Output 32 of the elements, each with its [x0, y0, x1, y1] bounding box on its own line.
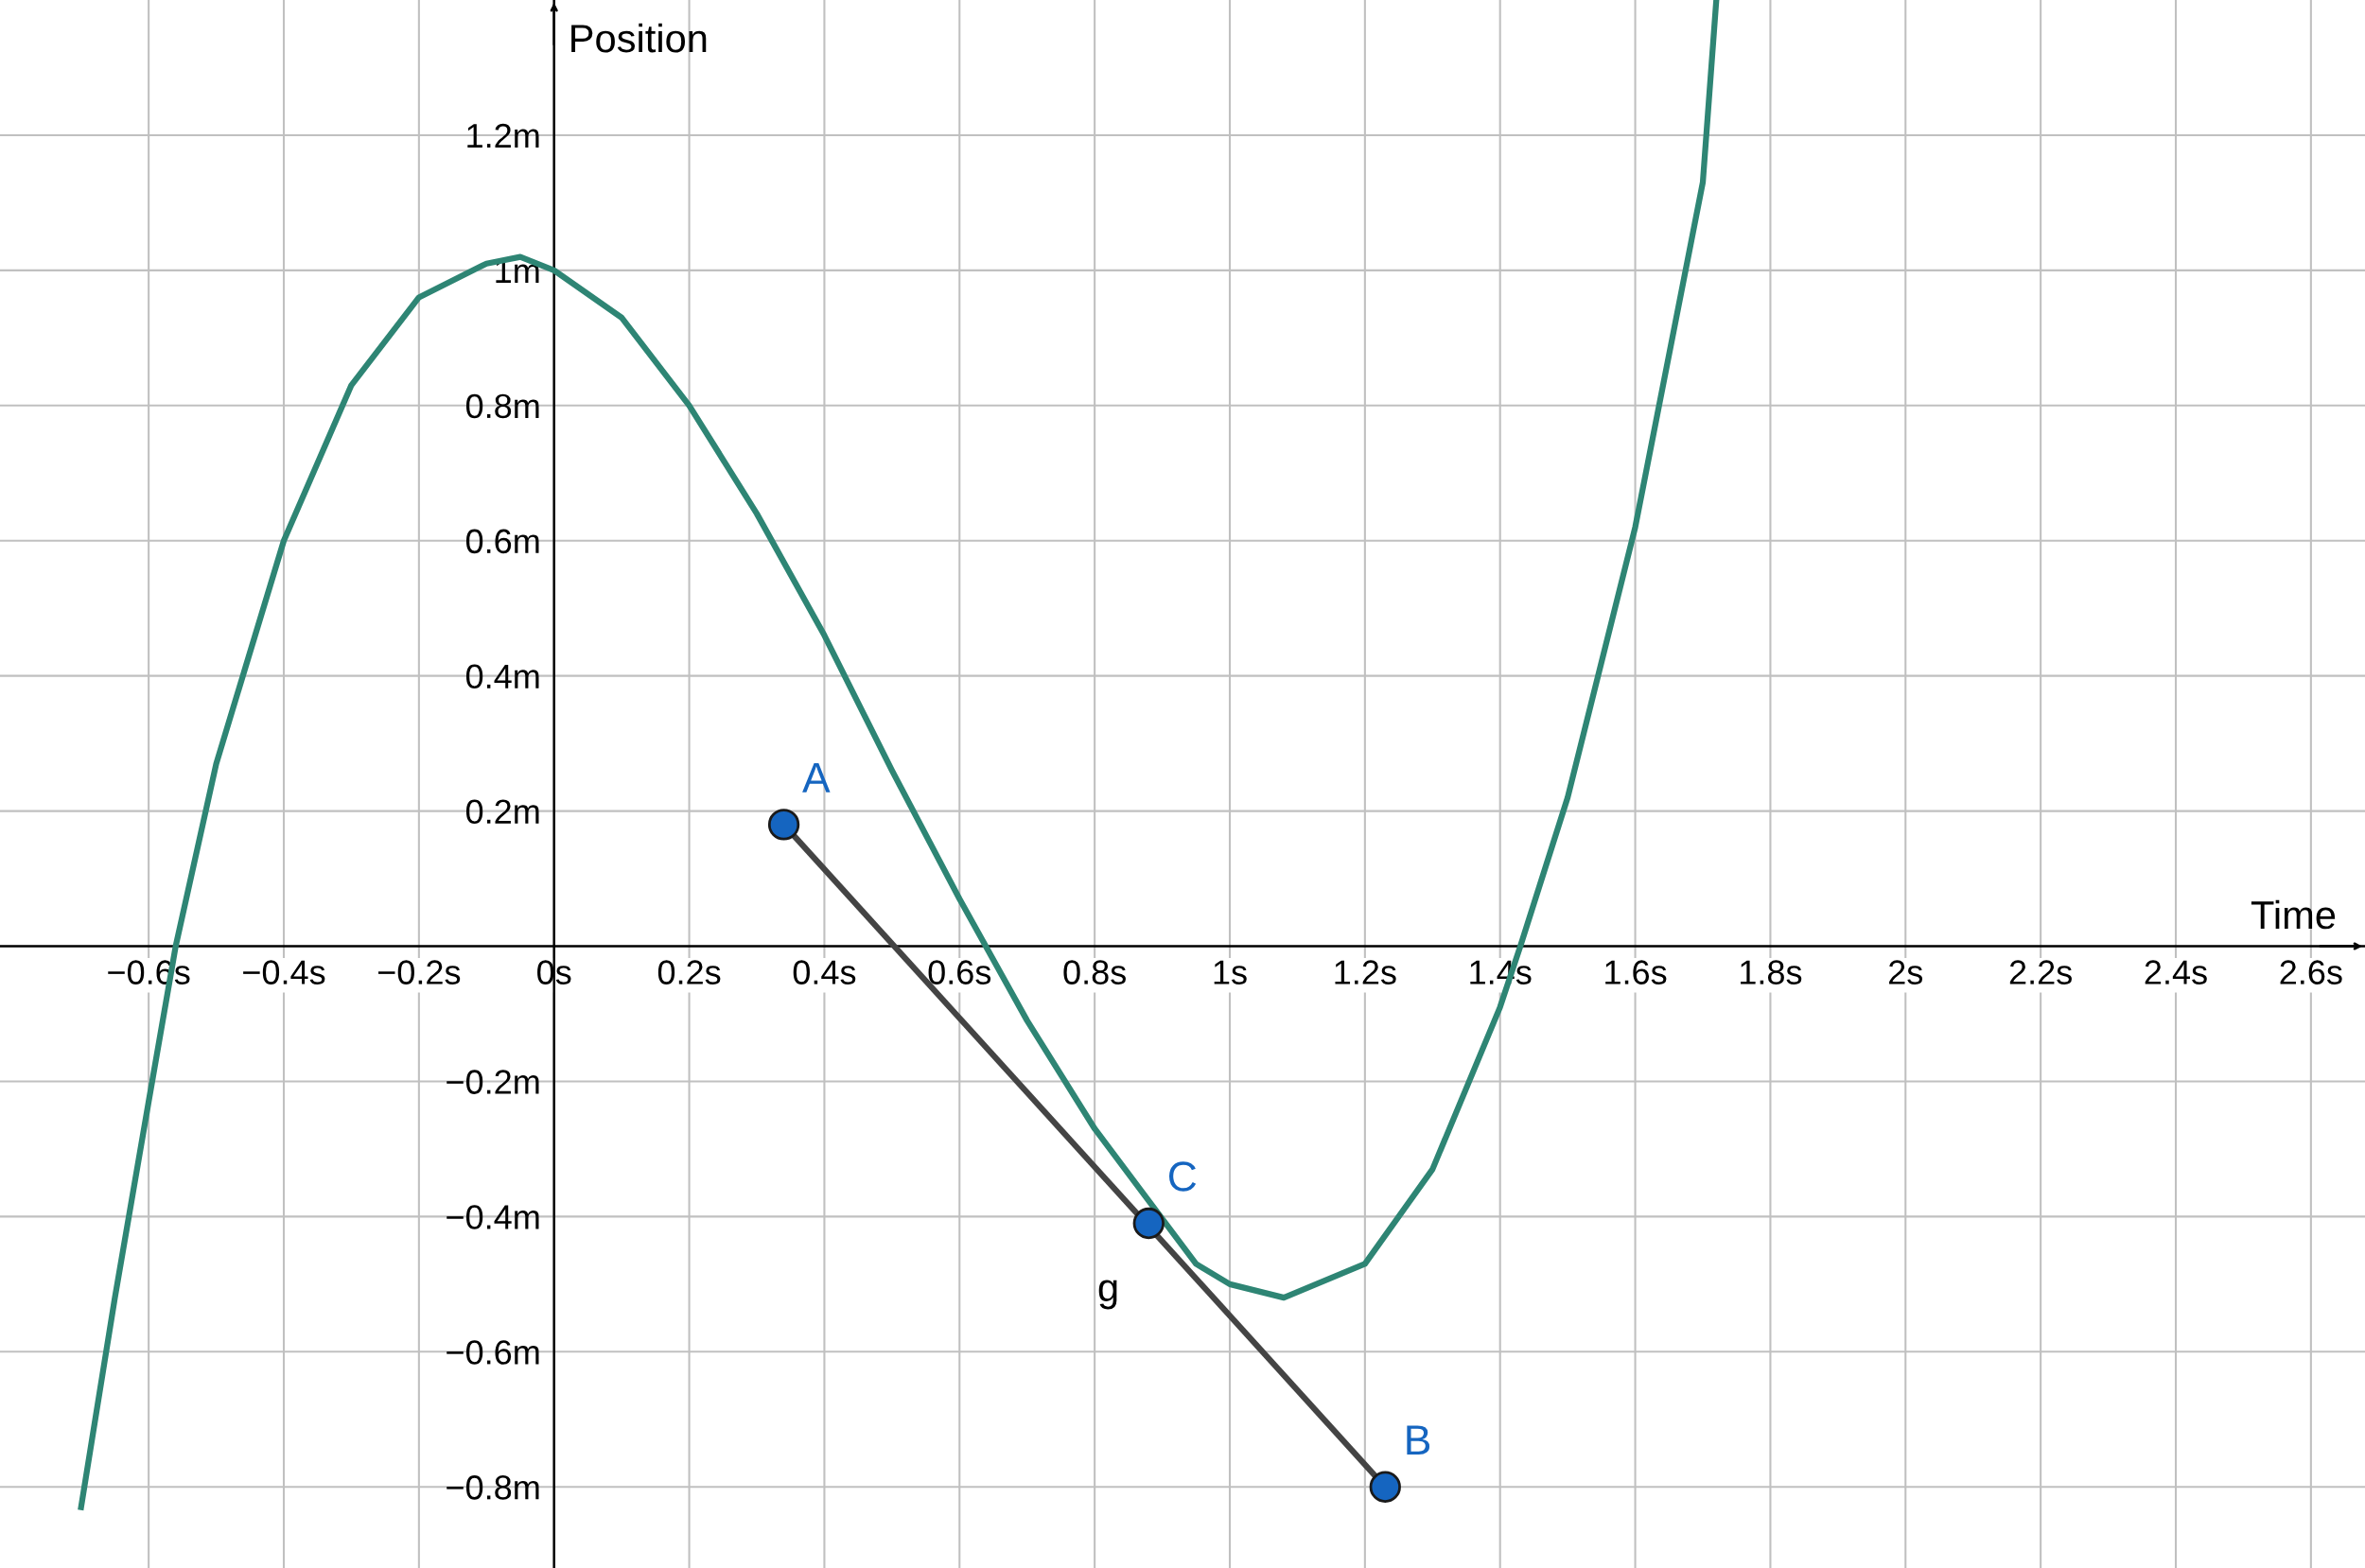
- y-tick-label: 0.6m: [465, 529, 539, 554]
- y-tick-label: −0.4m: [447, 1205, 539, 1229]
- y-axis-title: Position: [571, 23, 707, 53]
- y-tick-label: −0.2m: [447, 1070, 539, 1094]
- x-tick-label: 2.2s: [2009, 960, 2072, 984]
- y-tick-label: 0.2m: [465, 799, 539, 825]
- x-axis-title: Time: [2251, 899, 2336, 930]
- x-tick-label: 1.6s: [1605, 960, 1667, 984]
- y-tick-label: 1.2m: [467, 123, 539, 148]
- x-tick-label: 0.6s: [928, 960, 991, 984]
- x-tick-label: 1.2s: [1335, 960, 1396, 984]
- annotation: A: [802, 763, 831, 793]
- x-tick-label: 0.8s: [1063, 960, 1126, 984]
- series-label: g: [1098, 1280, 1117, 1310]
- point: [767, 809, 800, 841]
- annotation: B: [1407, 1425, 1430, 1455]
- x-tick-label: 2s: [1889, 960, 1923, 984]
- x-tick-label: 0.2s: [657, 960, 721, 984]
- x-tick-label: 2.4s: [2145, 960, 2207, 984]
- y-tick-label: 0.4m: [465, 664, 539, 689]
- x-tick-label: 0.4s: [793, 960, 856, 984]
- x-tick-label: 2.6s: [2280, 960, 2342, 984]
- point: [1369, 1471, 1401, 1503]
- y-tick-label: −0.8m: [447, 1475, 539, 1500]
- x-tick-label: 1.8s: [1741, 960, 1802, 984]
- y-tick-label: 0.8m: [465, 393, 539, 419]
- y-tick-label: −0.6m: [447, 1340, 539, 1365]
- point: [1132, 1207, 1165, 1240]
- annotation: C: [1168, 1161, 1197, 1192]
- x-tick-label: −0.4s: [243, 960, 325, 984]
- x-tick-label: 1s: [1214, 960, 1247, 984]
- x-tick-label: −0.2s: [377, 960, 461, 984]
